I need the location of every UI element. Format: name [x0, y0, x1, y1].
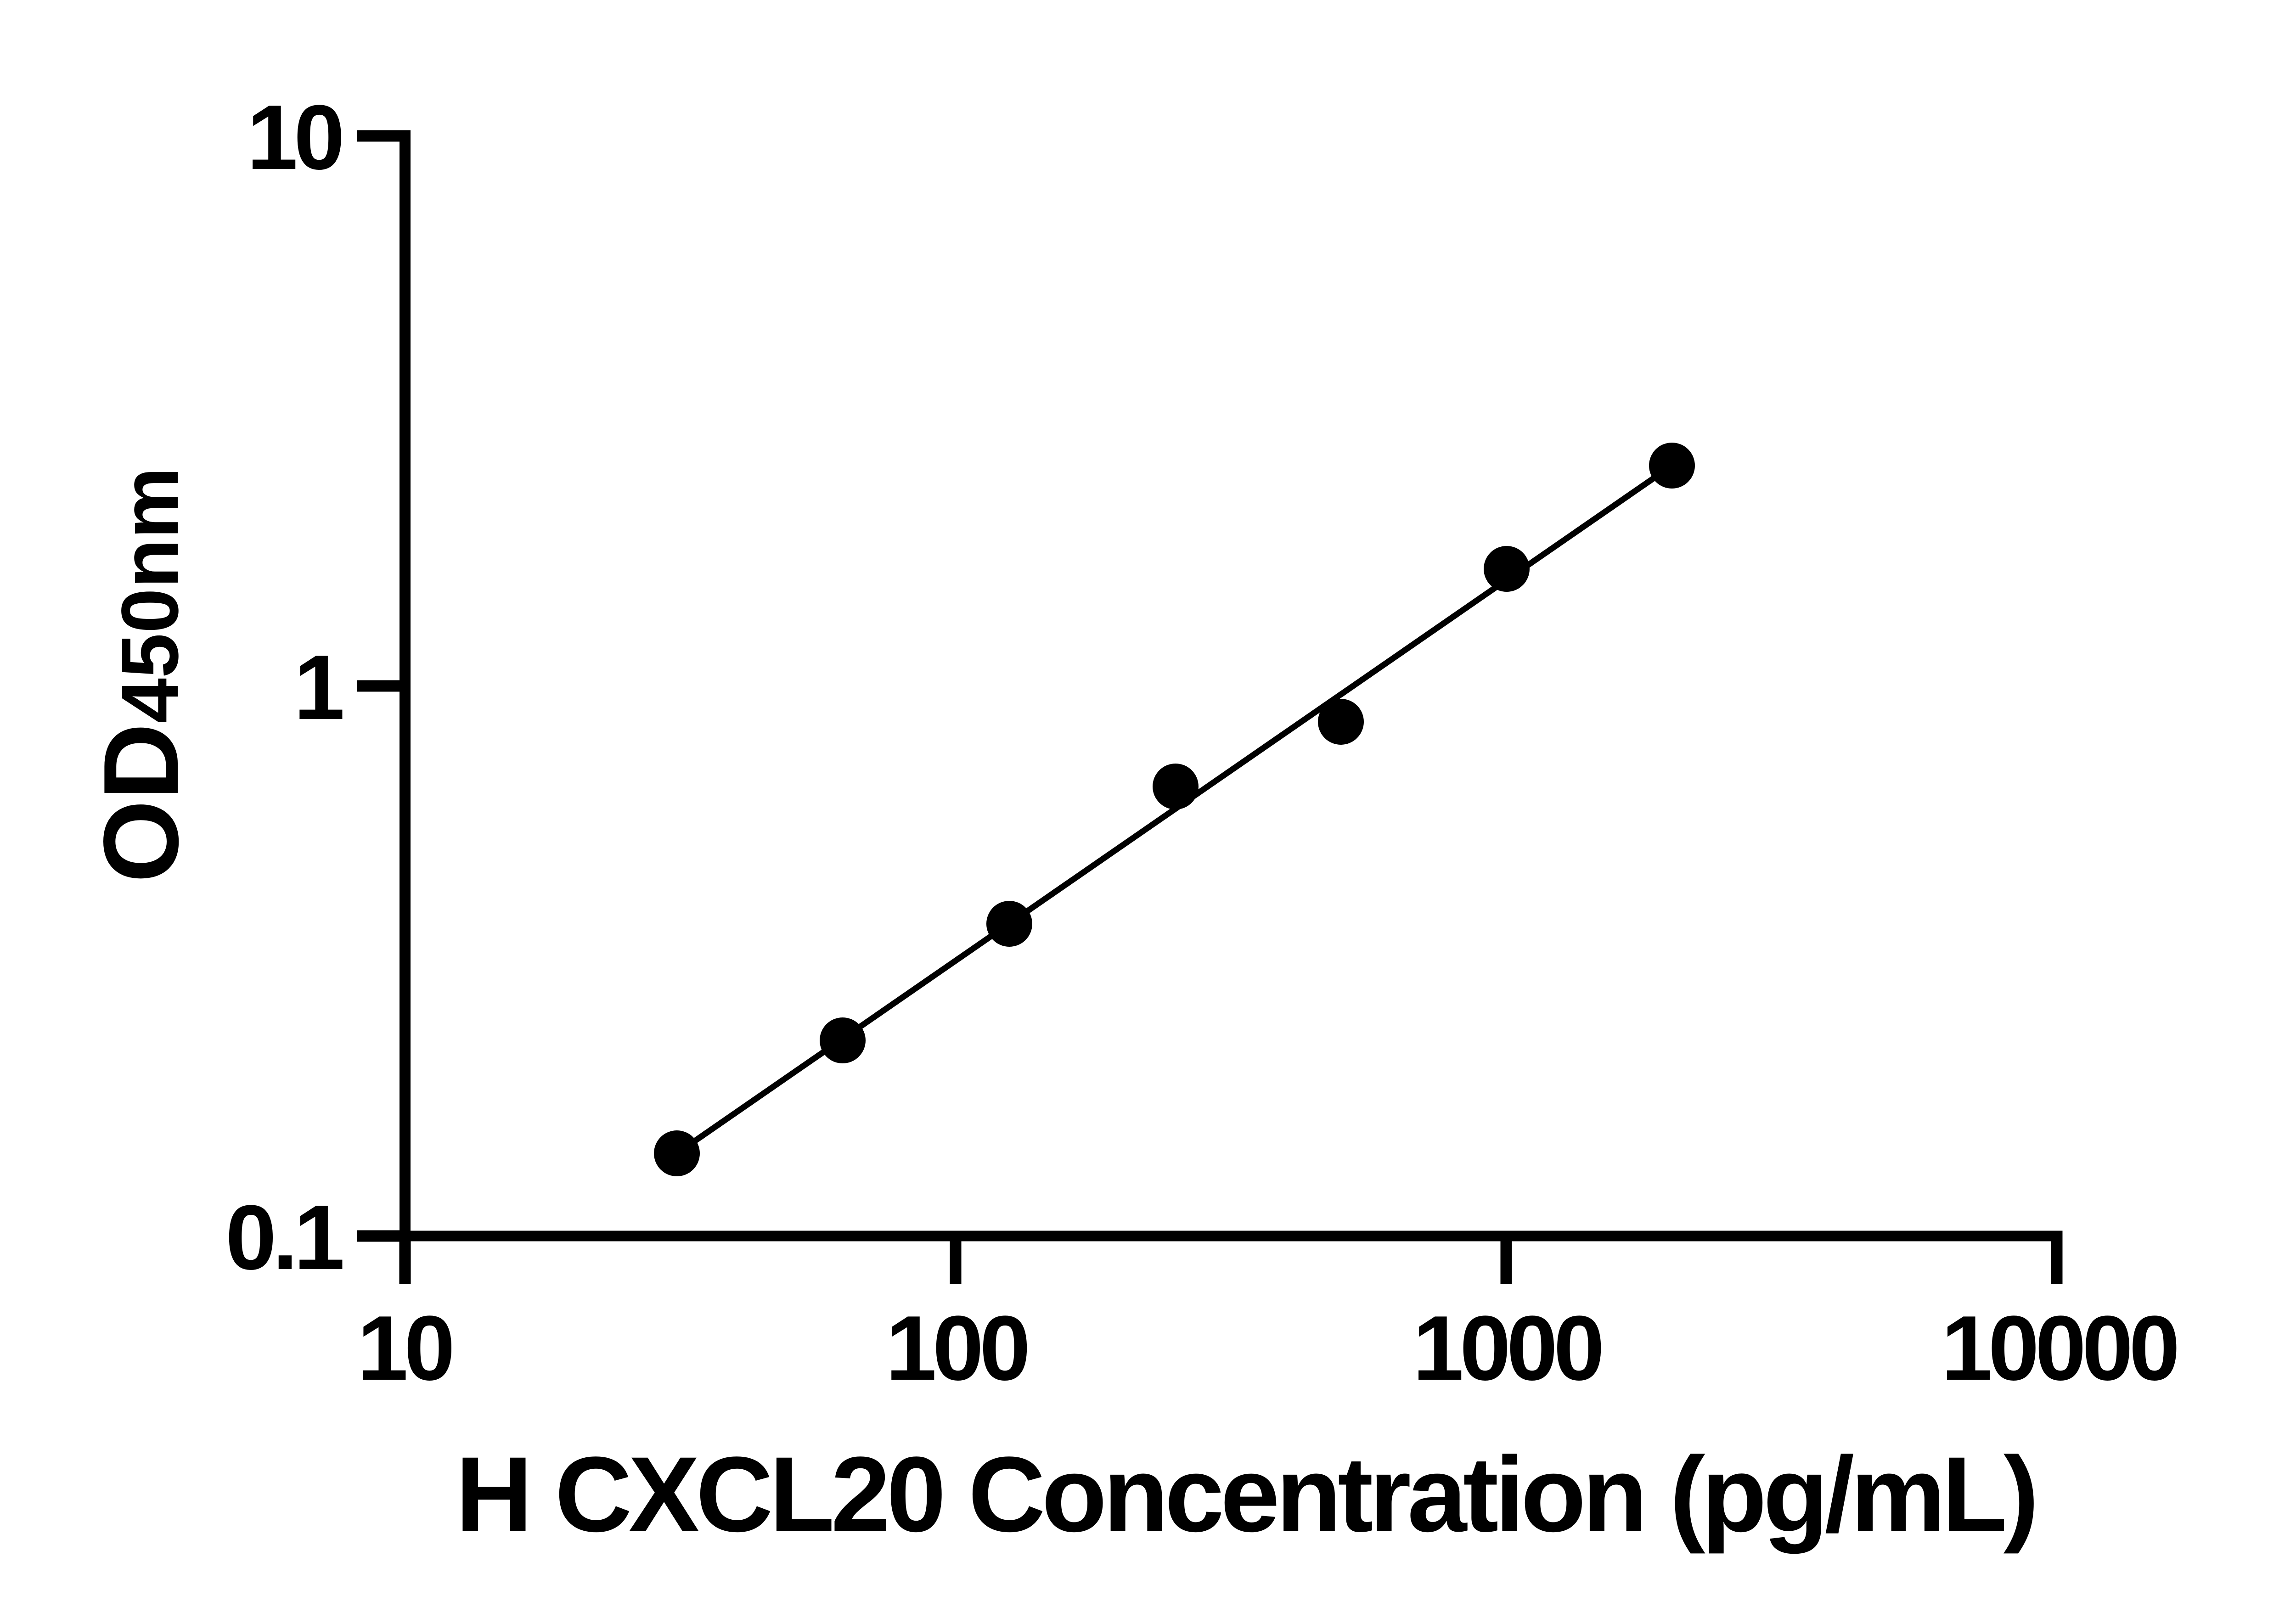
svg-text:10000: 10000: [1941, 1297, 2177, 1399]
svg-text:10: 10: [247, 86, 342, 189]
svg-text:1000: 1000: [1413, 1297, 1602, 1399]
svg-text:100: 100: [886, 1297, 1027, 1399]
svg-text:1: 1: [294, 636, 343, 739]
svg-text:0.1: 0.1: [225, 1186, 343, 1289]
svg-text:H CXCL20 Concentration (pg/mL): H CXCL20 Concentration (pg/mL): [456, 1435, 2035, 1554]
svg-text:10: 10: [357, 1297, 452, 1399]
